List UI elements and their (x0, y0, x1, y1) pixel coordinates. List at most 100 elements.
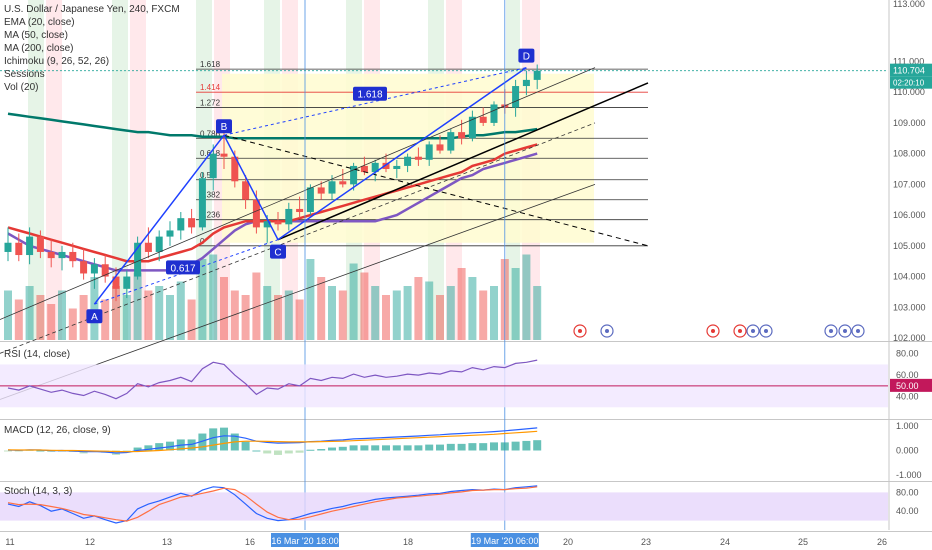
macd-histogram-bar (490, 442, 498, 451)
volume-bar (522, 254, 531, 340)
volume-bar (338, 290, 347, 340)
macd-tick: -1.000 (896, 470, 922, 480)
volume-bar (47, 304, 56, 340)
candle-body (263, 221, 271, 228)
price-tick: 105.000 (893, 241, 926, 251)
stoch-tick: 40.00 (896, 506, 919, 516)
macd-histogram-bar (468, 443, 477, 451)
volume-bar (468, 277, 477, 340)
countdown-badge (890, 76, 932, 89)
fib-level-label: 1.272 (200, 99, 221, 108)
volume-bar (36, 295, 45, 340)
legend-sessions[interactable]: Sessions (4, 69, 45, 80)
economic-event-dot (751, 329, 755, 333)
rsi-tick: 40.00 (896, 392, 919, 402)
macd-histogram-bar (382, 445, 390, 451)
fib-level-label: 0.382 (200, 191, 221, 200)
legend-ichimoku[interactable]: Ichimoku (9, 26, 52, 26) (4, 56, 110, 67)
stoch-d-line (7, 486, 538, 522)
candle-body (274, 221, 282, 225)
candle-body (134, 242, 142, 277)
date-highlight-label: 19 Mar '20 06:00 (471, 536, 538, 546)
macd-histogram-bar (274, 450, 282, 455)
candle-body (252, 199, 260, 228)
macd-histogram-bar (284, 450, 293, 454)
volume-bar (133, 272, 142, 340)
candle-body (188, 218, 196, 228)
macd-histogram-bar (392, 445, 401, 451)
price-tick: 106.000 (893, 210, 926, 220)
symbol-title[interactable]: U.S. Dollar / Japanese Yen, 240, FXCM (4, 4, 180, 15)
candle-body (80, 261, 88, 274)
candle-body (166, 230, 174, 237)
candle-body (69, 251, 77, 262)
macd-histogram-bar (349, 445, 358, 451)
ratio-box (166, 260, 200, 275)
candle-body (490, 104, 498, 123)
volume-bar (349, 263, 358, 340)
candle-body (447, 132, 455, 151)
macd-histogram-bar (317, 449, 326, 451)
rsi-tick: 60.00 (896, 370, 919, 380)
price-tick: 102.000 (893, 333, 926, 343)
date-highlight-box (470, 533, 539, 547)
candle-body (414, 156, 422, 160)
candle-body (468, 116, 476, 139)
channel-upper (0, 67, 596, 320)
macd-histogram-bar (338, 446, 347, 451)
volume-bar (209, 254, 218, 340)
macd-histogram-bar (446, 443, 455, 451)
volume-bar (187, 299, 196, 340)
pattern-point-label: A (91, 312, 98, 323)
volume-bar (392, 290, 401, 340)
macd-tick: 0.000 (896, 446, 919, 456)
volume-bar (166, 295, 174, 340)
candle-body (90, 264, 98, 274)
stoch-pane-label[interactable]: Stoch (14, 3, 3) (4, 486, 73, 497)
trend-line (277, 82, 649, 241)
macd-tick: 1.000 (896, 421, 919, 431)
candle-body (425, 144, 433, 160)
volume-bar (446, 286, 455, 340)
candle-body (209, 153, 217, 179)
candle-body (306, 187, 314, 213)
fib-level-label: 1.414 (200, 83, 221, 92)
volume-bar (371, 286, 380, 340)
economic-event-dot (843, 329, 847, 333)
volume-bar (58, 290, 66, 340)
candle-body (512, 86, 520, 108)
candle-body (533, 70, 541, 80)
macd-histogram-bar (457, 443, 466, 451)
volume-bar (436, 295, 444, 340)
candle-body (26, 236, 34, 256)
ratio-label: 0.617 (170, 263, 195, 274)
volume-bar (112, 286, 120, 340)
volume-bar (284, 290, 293, 340)
rsi-pane-label[interactable]: RSI (14, close) (4, 349, 71, 360)
macd-histogram-bar (328, 447, 336, 451)
volume-bar (176, 281, 185, 340)
candle-body (101, 264, 109, 277)
legend-volume[interactable]: Vol (20) (4, 82, 39, 93)
price-tick: 108.000 (893, 149, 926, 159)
legend-ema[interactable]: EMA (20, close) (4, 17, 75, 28)
pattern-point-box (270, 244, 286, 259)
legend-ma50[interactable]: MA (50, close) (4, 30, 68, 41)
candle-body (112, 276, 120, 289)
price-tick: 104.000 (893, 272, 926, 282)
macd-histogram-bar (403, 445, 412, 451)
legend-ma200[interactable]: MA (200, close) (4, 43, 74, 54)
volume-bar (122, 295, 131, 340)
date-tick: 12 (85, 537, 95, 547)
candle-body (458, 132, 466, 139)
volume-bar (79, 295, 88, 340)
candle-body (479, 116, 487, 123)
price-tick: 110.000 (893, 87, 925, 97)
volume-bar (241, 295, 250, 340)
macd-pane-label[interactable]: MACD (12, 26, close, 9) (4, 425, 111, 436)
candle-body (198, 178, 206, 228)
candle-body (360, 165, 368, 173)
pattern-overlay: A B C D 1.618 0.617 (0, 0, 888, 530)
